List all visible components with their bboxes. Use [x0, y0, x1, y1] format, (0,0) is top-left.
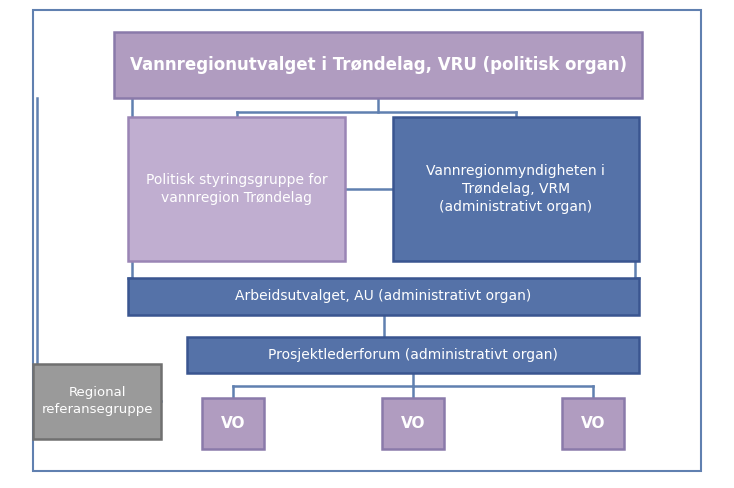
FancyBboxPatch shape	[202, 398, 264, 449]
Text: Politisk styringsgruppe for
vannregion Trøndelag: Politisk styringsgruppe for vannregion T…	[146, 173, 327, 205]
Text: Vannregionmyndigheten i
Trøndelag, VRM
(administrativt organ): Vannregionmyndigheten i Trøndelag, VRM (…	[426, 163, 605, 215]
FancyBboxPatch shape	[393, 117, 639, 261]
Text: Regional
referansegruppe: Regional referansegruppe	[42, 386, 153, 416]
Text: Vannregionutvalget i Trøndelag, VRU (politisk organ): Vannregionutvalget i Trøndelag, VRU (pol…	[129, 56, 627, 74]
Text: Prosjektlederforum (administrativt organ): Prosjektlederforum (administrativt organ…	[268, 348, 558, 362]
Text: VO: VO	[581, 416, 605, 431]
FancyBboxPatch shape	[382, 398, 444, 449]
FancyBboxPatch shape	[114, 32, 642, 98]
Text: Arbeidsutvalget, AU (administrativt organ): Arbeidsutvalget, AU (administrativt orga…	[236, 289, 531, 304]
FancyBboxPatch shape	[562, 398, 624, 449]
FancyBboxPatch shape	[33, 364, 161, 439]
Text: VO: VO	[401, 416, 425, 431]
FancyBboxPatch shape	[128, 117, 345, 261]
FancyBboxPatch shape	[128, 278, 639, 315]
Text: VO: VO	[221, 416, 245, 431]
FancyBboxPatch shape	[187, 337, 639, 373]
